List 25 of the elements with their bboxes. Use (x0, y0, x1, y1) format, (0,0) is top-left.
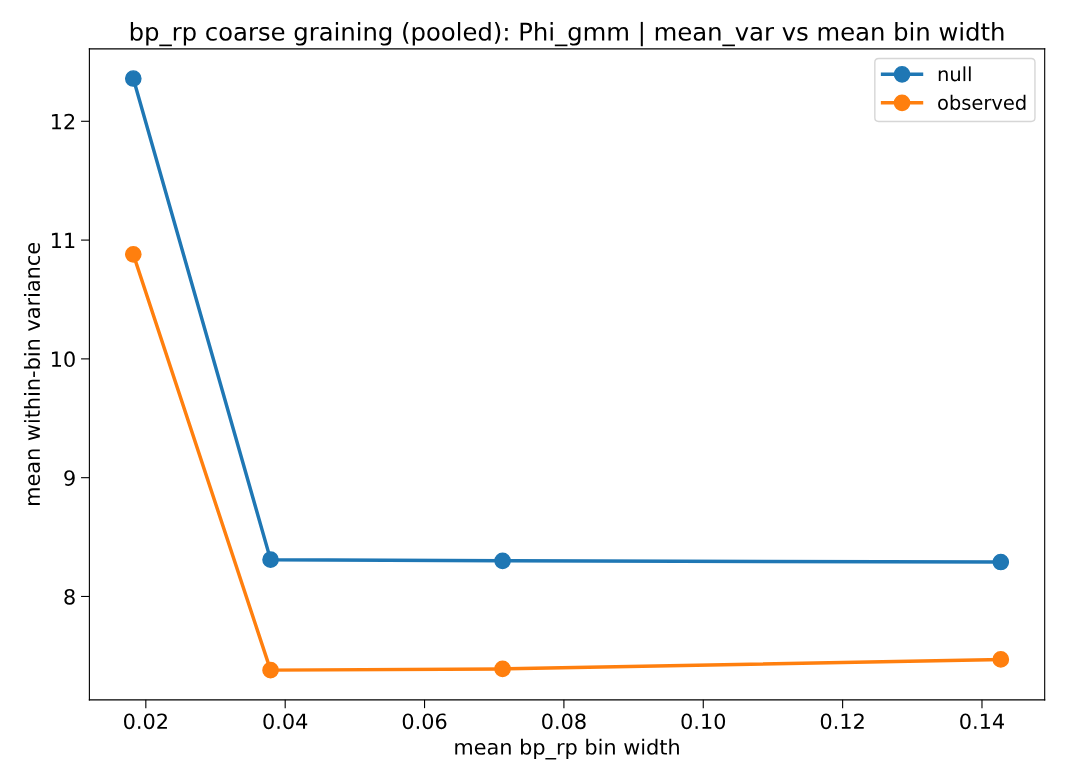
x-tick-label: 0.06 (402, 713, 447, 730)
y-tick-label: 8 (64, 588, 75, 605)
point (124, 246, 142, 263)
x-axis-title: mean bp_rp bin width (455, 738, 679, 760)
point (494, 660, 511, 678)
legend-label: null (938, 66, 971, 82)
y-tick-label: 10 (51, 351, 75, 368)
point (992, 651, 1010, 668)
y-axis-title: mean within-bin variance (23, 242, 41, 505)
legend-label: observed (938, 94, 1026, 110)
point (494, 552, 511, 570)
chart-title: bp_rp coarse graining (pooled): Phi_gmm | mean_var vs mean bin width (130, 21, 1004, 47)
y-tick-label: 9 (64, 470, 75, 486)
x-tick-label: 0.10 (681, 713, 726, 730)
point (124, 70, 142, 87)
x-tick-label: 0.14 (960, 713, 1004, 730)
y-tick-label: 12 (51, 113, 75, 130)
point (262, 551, 279, 568)
x-tick-label: 0.04 (263, 713, 308, 730)
y-tick-label: 11 (51, 232, 75, 248)
x-tick-label: 0.12 (820, 713, 864, 730)
point (992, 553, 1010, 571)
x-tick-label: 0.02 (124, 713, 167, 730)
x-tick-label: 0.08 (542, 713, 586, 730)
point (262, 661, 279, 679)
